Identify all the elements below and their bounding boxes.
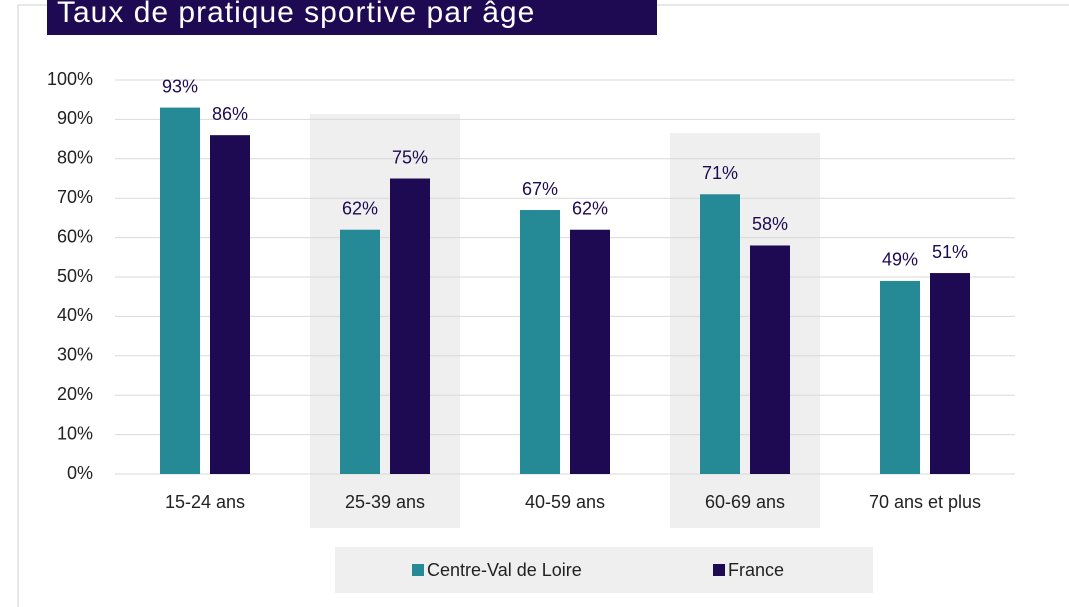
legend-swatch: [412, 564, 424, 576]
value-label: 58%: [752, 214, 788, 234]
bar: [930, 273, 970, 474]
y-tick-label: 10%: [57, 423, 93, 443]
bar: [700, 194, 740, 474]
y-tick-label: 40%: [57, 305, 93, 325]
y-tick-label: 20%: [57, 384, 93, 404]
bar: [210, 135, 250, 474]
legend-label: France: [728, 560, 784, 580]
legend-swatch: [713, 564, 725, 576]
x-tick-label: 25-39 ans: [345, 492, 425, 512]
value-label: 93%: [162, 76, 198, 96]
value-label: 49%: [882, 250, 918, 270]
value-label: 62%: [572, 198, 608, 218]
y-tick-label: 30%: [57, 345, 93, 365]
title-banner: [47, 0, 657, 35]
y-tick-label: 50%: [57, 266, 93, 286]
legend-box: [335, 547, 873, 593]
y-tick-label: 100%: [47, 69, 93, 89]
y-tick-label: 60%: [57, 226, 93, 246]
bar: [160, 107, 200, 474]
bar: [340, 229, 380, 474]
value-label: 67%: [522, 179, 558, 199]
x-tick-label: 70 ans et plus: [869, 492, 981, 512]
bar: [750, 245, 790, 474]
highlight: [670, 133, 820, 528]
y-tick-label: 90%: [57, 108, 93, 128]
value-label: 62%: [342, 198, 378, 218]
bar: [880, 280, 920, 474]
bar: [520, 210, 560, 474]
highlight: [310, 114, 460, 528]
x-tick-label: 60-69 ans: [705, 492, 785, 512]
value-label: 71%: [702, 163, 738, 183]
y-tick-label: 80%: [57, 148, 93, 168]
y-tick-label: 70%: [57, 187, 93, 207]
legend-label: Centre-Val de Loire: [427, 560, 582, 580]
bar: [390, 178, 430, 474]
value-label: 86%: [212, 104, 248, 124]
y-tick-label: 0%: [67, 463, 93, 483]
x-tick-label: 40-59 ans: [525, 492, 605, 512]
bar: [570, 229, 610, 474]
chart-title: Taux de pratique sportive par âge: [57, 0, 535, 29]
value-label: 75%: [392, 147, 428, 167]
value-label: 51%: [932, 242, 968, 262]
x-tick-label: 15-24 ans: [165, 492, 245, 512]
